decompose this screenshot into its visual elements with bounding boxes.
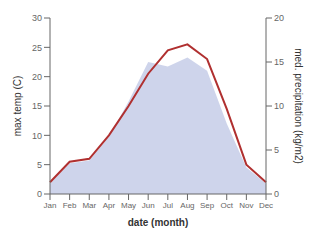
svg-text:Jul: Jul	[163, 201, 173, 210]
svg-text:5: 5	[274, 145, 279, 155]
svg-text:Nov: Nov	[239, 201, 253, 210]
svg-text:Sep: Sep	[200, 201, 215, 210]
svg-text:25: 25	[32, 43, 42, 53]
svg-text:15: 15	[274, 57, 284, 67]
svg-text:0: 0	[37, 189, 42, 199]
svg-text:20: 20	[32, 72, 42, 82]
svg-text:Feb: Feb	[63, 201, 77, 210]
svg-text:Aug: Aug	[180, 201, 194, 210]
svg-text:10: 10	[32, 131, 42, 141]
svg-text:15: 15	[32, 101, 42, 111]
svg-text:Oct: Oct	[221, 201, 234, 210]
svg-text:date (month): date (month)	[128, 217, 189, 228]
svg-text:Mar: Mar	[82, 201, 96, 210]
svg-text:0: 0	[274, 189, 279, 199]
svg-text:10: 10	[274, 101, 284, 111]
svg-text:max temp (C): max temp (C)	[12, 76, 23, 137]
svg-text:30: 30	[32, 13, 42, 23]
svg-text:May: May	[121, 201, 136, 210]
svg-text:med. precipitation (kg/m2): med. precipitation (kg/m2)	[293, 48, 304, 164]
svg-text:Apr: Apr	[103, 201, 116, 210]
svg-text:5: 5	[37, 160, 42, 170]
svg-text:Jun: Jun	[142, 201, 155, 210]
svg-text:Dec: Dec	[259, 201, 273, 210]
svg-text:20: 20	[274, 13, 284, 23]
svg-text:Jan: Jan	[44, 201, 57, 210]
